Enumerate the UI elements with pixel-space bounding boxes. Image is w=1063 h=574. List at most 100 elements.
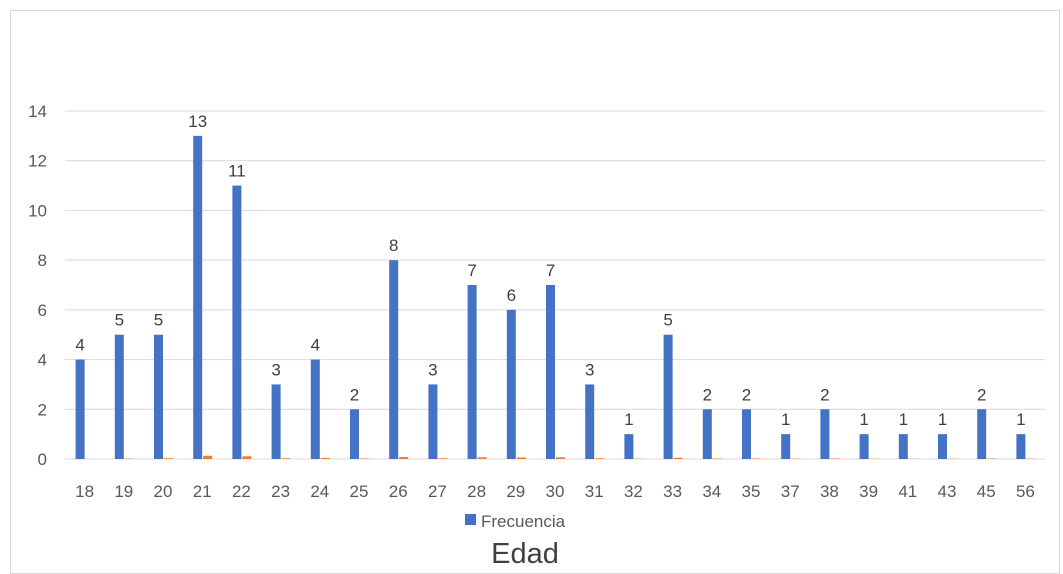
bar-frecuencia: [310, 359, 320, 459]
bar-series-2: [203, 455, 213, 459]
data-label: 1: [938, 410, 947, 429]
data-label: 3: [428, 360, 437, 379]
bar-frecuencia: [506, 309, 516, 459]
data-label: 1: [899, 410, 908, 429]
bar-frecuencia: [585, 384, 595, 459]
y-tick-label: 2: [38, 400, 47, 419]
x-tick-label: 45: [977, 482, 996, 501]
x-tick-label: 39: [859, 482, 878, 501]
data-label: 1: [781, 410, 790, 429]
x-tick-label: 22: [232, 482, 251, 501]
data-label: 4: [75, 336, 84, 355]
bar-series-2: [242, 456, 252, 459]
data-label: 11: [228, 162, 246, 181]
data-label: 7: [546, 261, 555, 280]
bar-series-2: [516, 457, 526, 459]
x-tick-label: 32: [624, 482, 643, 501]
bar-series-2: [399, 457, 409, 459]
data-label: 2: [820, 385, 829, 404]
x-tick-label: 18: [75, 482, 94, 501]
y-tick-label: 10: [28, 201, 47, 220]
y-tick-label: 0: [38, 450, 47, 469]
data-label: 2: [977, 385, 986, 404]
x-tick-label: 37: [781, 482, 800, 501]
data-label: 1: [624, 410, 633, 429]
bar-frecuencia: [702, 409, 712, 459]
bar-series-2: [673, 457, 683, 459]
data-label: 8: [389, 236, 398, 255]
y-tick-label: 4: [38, 351, 47, 370]
x-tick-label: 33: [663, 482, 682, 501]
x-tick-label: 43: [938, 482, 957, 501]
bar-series-2: [320, 458, 330, 459]
bar-frecuencia: [467, 285, 477, 459]
data-label: 13: [188, 112, 207, 131]
data-label: 3: [585, 360, 594, 379]
bar-frecuencia: [781, 434, 791, 459]
data-label: 7: [467, 261, 476, 280]
legend-label-frecuencia: Frecuencia: [481, 512, 566, 531]
bar-frecuencia: [193, 135, 203, 459]
bar-frecuencia: [820, 409, 830, 459]
data-label: 6: [507, 286, 516, 305]
bar-frecuencia: [232, 185, 242, 460]
x-tick-label: 27: [428, 482, 447, 501]
bar-frecuencia: [1016, 434, 1026, 459]
x-tick-label: 34: [702, 482, 721, 501]
data-label: 2: [742, 385, 751, 404]
bar-frecuencia: [389, 260, 399, 459]
data-label: 1: [859, 410, 868, 429]
bar-frecuencia: [663, 334, 673, 459]
y-tick-label: 12: [28, 152, 47, 171]
bar-frecuencia: [114, 334, 124, 459]
x-tick-label: 29: [506, 482, 525, 501]
bar-frecuencia: [271, 384, 281, 459]
bar-frecuencia: [898, 434, 908, 459]
x-tick-label: 26: [389, 482, 408, 501]
bar-series-2: [438, 458, 448, 459]
bar-series-2: [556, 457, 565, 459]
data-label: 2: [350, 385, 359, 404]
x-axis-title: Edad: [491, 538, 559, 570]
data-label: 5: [115, 311, 124, 330]
bar-frecuencia: [742, 409, 751, 459]
data-label: 5: [154, 311, 163, 330]
bar-frecuencia: [154, 334, 163, 459]
x-tick-label: 23: [271, 482, 290, 501]
data-label: 5: [663, 311, 672, 330]
x-tick-label: 35: [742, 482, 761, 501]
bar-frecuencia: [546, 285, 555, 459]
bar-series-2: [281, 458, 291, 459]
x-tick-label: 38: [820, 482, 839, 501]
bar-series-2: [595, 458, 605, 459]
y-tick-label: 14: [28, 102, 47, 121]
bar-frecuencia: [938, 434, 947, 459]
x-tick-label: 56: [1016, 482, 1035, 501]
bar-frecuencia: [428, 384, 438, 459]
x-tick-label: 28: [467, 482, 486, 501]
bar-series-2: [164, 458, 173, 459]
x-tick-label: 41: [898, 482, 917, 501]
chart-area: [10, 10, 1060, 574]
x-tick-label: 31: [585, 482, 604, 501]
bar-frecuencia: [350, 409, 359, 459]
bar-series-2: [477, 457, 487, 459]
x-tick-label: 30: [546, 482, 565, 501]
x-tick-label: 25: [350, 482, 369, 501]
bar-frecuencia: [859, 434, 869, 459]
y-tick-label: 8: [38, 251, 47, 270]
x-tick-label: 24: [310, 482, 329, 501]
data-label: 1: [1016, 410, 1025, 429]
x-tick-label: 21: [193, 482, 212, 501]
data-label: 4: [311, 336, 320, 355]
data-label: 2: [703, 385, 712, 404]
bar-frecuencia: [75, 359, 85, 459]
x-tick-label: 20: [154, 482, 173, 501]
y-tick-label: 6: [38, 301, 47, 320]
data-label: 3: [271, 360, 280, 379]
x-tick-label: 19: [114, 482, 133, 501]
legend-swatch-frecuencia: [465, 514, 476, 525]
bar-frecuencia: [977, 409, 987, 459]
bar-frecuencia: [624, 434, 634, 459]
